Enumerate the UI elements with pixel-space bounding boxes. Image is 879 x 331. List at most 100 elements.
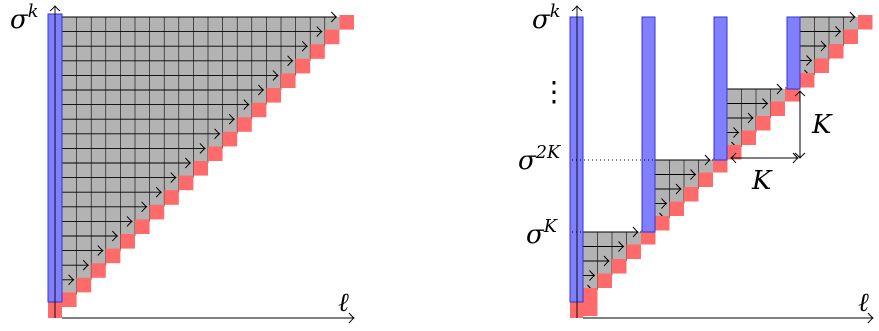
left-row-arrow-head: [272, 70, 279, 81]
left-red-square: [266, 88, 281, 103]
left-x-label: ℓ: [338, 288, 349, 318]
left-red-square: [149, 204, 165, 220]
right-y-label-k-base: σ: [526, 220, 544, 250]
left-red-square: [208, 146, 223, 161]
right-y-label-top: σk: [532, 3, 560, 33]
bracket-vertical-head-bottom: [794, 152, 806, 159]
left-red-square: [222, 131, 238, 147]
right-panel: [569, 5, 874, 324]
left-row-arrow-head: [185, 157, 192, 169]
left-red-square: [295, 58, 311, 74]
left-y-label-base: σ: [10, 5, 28, 35]
left-row-arrow-head: [112, 230, 119, 242]
right-red-square-origin: [570, 302, 583, 318]
left-row-arrow-head: [331, 11, 338, 23]
right-x-axis-label: ℓ: [858, 290, 869, 316]
left-red-square: [310, 44, 325, 59]
left-red-square: [120, 234, 135, 249]
right-y-axis-head: [571, 5, 583, 12]
right-row-arrow-head: [704, 154, 711, 166]
vertical-ellipsis: ⋮: [540, 78, 568, 106]
right-red-square: [829, 44, 844, 59]
right-row-arrow-head: [690, 169, 697, 180]
left-y-label-sup: k: [27, 2, 39, 23]
right-row-arrow-head: [632, 226, 639, 238]
bracket-vertical-text: K: [812, 110, 832, 140]
right-row-arrow-head: [776, 83, 783, 95]
right-red-square: [612, 259, 627, 274]
bracket-horizontal-text: K: [752, 166, 772, 196]
right-blue-bar: [786, 16, 801, 90]
left-red-square: [164, 190, 179, 205]
right-row-arrow-head: [835, 26, 842, 37]
left-red-square: [76, 277, 92, 293]
right-y-label-top-sup: k: [549, 2, 561, 23]
right-red-square: [655, 216, 670, 231]
right-row-arrow-head: [820, 40, 827, 52]
left-row-arrow-head: [126, 216, 133, 227]
right-y-label-2k-sup: 2K: [535, 143, 561, 164]
left-y-axis-head: [49, 5, 61, 12]
left-row-arrow-head: [301, 40, 309, 52]
right-red-square: [727, 145, 742, 160]
left-red-square: [251, 102, 267, 118]
right-red-square: [741, 130, 756, 145]
left-row-arrow-head: [170, 172, 177, 183]
right-row-arrow-head: [589, 270, 596, 281]
left-row-arrow-head: [287, 55, 294, 67]
left-row-arrow-head: [243, 99, 250, 110]
right-y-label-2k: σ2K: [518, 144, 560, 176]
right-red-square: [756, 116, 771, 131]
bracket-horizontal-label: K: [752, 168, 771, 194]
left-row-arrow-head: [141, 201, 148, 213]
right-red-square: [583, 288, 598, 303]
right-y-label-k-sup: K: [543, 217, 557, 238]
left-red-square: [281, 73, 296, 88]
bracket-horizontal-head-right: [792, 152, 799, 164]
right-row-arrow-head: [762, 98, 769, 109]
right-y-label-2k-base: σ: [518, 146, 536, 176]
vertical-ellipsis-glyph: ⋮: [540, 75, 568, 108]
right-red-square: [814, 58, 829, 73]
left-row-arrow-head: [258, 84, 265, 96]
left-row-arrow-head: [228, 113, 236, 125]
right-row-arrow-head: [747, 112, 754, 124]
right-x-axis-head: [867, 312, 874, 324]
right-row-arrow-head: [618, 241, 625, 252]
left-row-arrow-head: [155, 186, 163, 198]
bracket-vertical-head-top: [794, 90, 806, 97]
right-row-arrow-head: [733, 127, 740, 138]
right-row-arrow-head: [661, 198, 668, 209]
right-red-square: [800, 73, 815, 88]
right-red-square: [684, 187, 699, 202]
left-red-square: [135, 219, 150, 234]
right-x-label: ℓ: [858, 288, 869, 318]
right-red-square: [669, 201, 684, 216]
right-row-arrow-head: [603, 255, 610, 267]
left-panel: [47, 5, 355, 324]
left-gray-region: [62, 17, 340, 295]
right-blue-bar: [713, 16, 728, 161]
left-x-axis-label: ℓ: [338, 290, 349, 316]
right-red-square: [698, 172, 713, 187]
bracket-vertical-label: K: [812, 112, 831, 138]
left-red-square: [178, 175, 194, 191]
right-red-square: [641, 230, 656, 245]
right-red-square: [785, 87, 800, 102]
left-red-square: [62, 292, 77, 307]
right-blue-bar: [641, 16, 656, 233]
left-red-square: [105, 248, 121, 264]
left-row-arrow-head: [68, 274, 75, 286]
left-y-axis-label: σk: [10, 3, 38, 35]
right-red-square: [843, 29, 858, 44]
right-red-square: [626, 244, 641, 259]
right-y-label-k: σK: [526, 218, 557, 250]
left-red-square: [193, 161, 208, 176]
right-row-arrow-head: [806, 55, 813, 66]
right-red-square: [770, 101, 785, 116]
left-red-square: [339, 15, 354, 30]
left-red-square: [324, 29, 340, 45]
left-row-arrow-head: [82, 259, 90, 271]
left-row-arrow-head: [214, 128, 221, 140]
